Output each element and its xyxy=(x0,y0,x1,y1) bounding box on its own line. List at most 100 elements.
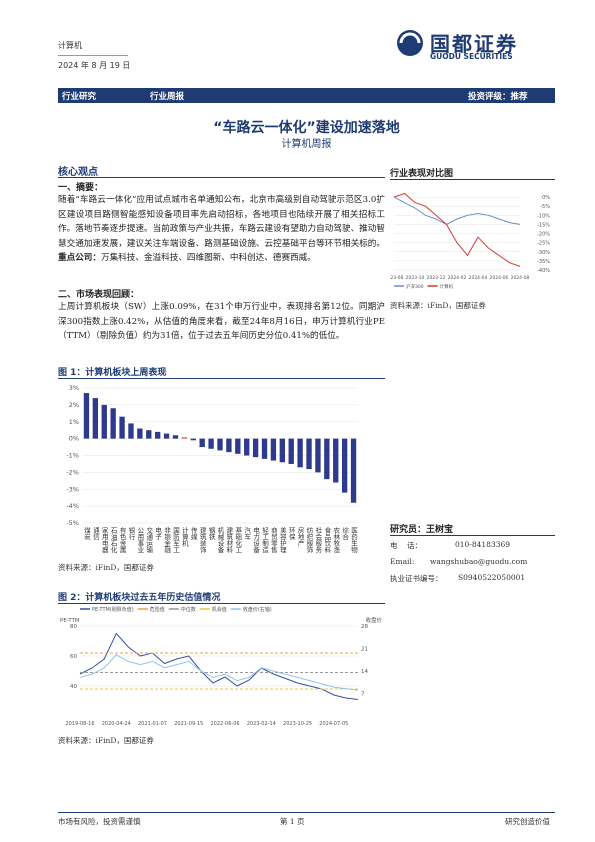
bar xyxy=(110,408,116,439)
legend-label: 沪深300 xyxy=(406,283,424,290)
x-tick-label: 银行 xyxy=(127,526,135,542)
y-tick-label: -40% xyxy=(537,268,550,274)
y-tick-label: -20% xyxy=(537,232,550,238)
legend-label: 危险值 xyxy=(150,606,165,613)
y-tick-label: -5% xyxy=(66,519,79,527)
legend-label: 中位数 xyxy=(181,606,196,613)
bar xyxy=(83,393,90,439)
y-tick-label: 40 xyxy=(70,684,77,690)
band-text: 行业周报 xyxy=(150,92,185,102)
bar xyxy=(199,438,205,448)
legend-label: 计算机 xyxy=(440,283,454,290)
x-tick-label: 美容护理 xyxy=(278,526,286,554)
bar xyxy=(324,438,330,480)
x-tick-label: 房地产 xyxy=(296,526,304,548)
x-tick-label: 2021-01-07 xyxy=(138,721,167,727)
label: 执业证书编号： xyxy=(390,574,443,583)
bar xyxy=(190,438,196,441)
legend-label: 机会值 xyxy=(212,606,227,613)
text: 随着“车路云一体化”应用试点城市名单通知公布，北京市高级别自动驾驶示范区3.0扩… xyxy=(58,195,385,249)
rule xyxy=(58,378,385,379)
value: 010-84183369 xyxy=(455,540,511,549)
analyst: 研究员：王树宝 xyxy=(390,525,454,535)
bar xyxy=(270,438,277,461)
y-tick-label: 80 xyxy=(70,624,77,630)
paragraph: 上周计算机板块（SW）上涨0.09%，在31个申万行业中，表现排名第12位。同期… xyxy=(58,302,385,342)
x-tick-label: 2023-10-25 xyxy=(283,721,312,727)
bar xyxy=(155,431,161,439)
x-tick-label: 2023-10 xyxy=(406,275,425,281)
section-title: 二、市场表现回顾： xyxy=(58,290,140,300)
x-tick-label: 社会服务 xyxy=(314,526,322,555)
band-text: 行业研究 xyxy=(62,92,97,102)
footer: 研究创造价值 xyxy=(505,817,550,826)
section-title: 一、摘要： xyxy=(58,183,104,193)
rule xyxy=(58,55,128,56)
rule xyxy=(390,179,555,180)
rule xyxy=(58,812,555,813)
y2-tick-label: 28 xyxy=(361,624,368,630)
x-tick-label: 机械设备 xyxy=(216,526,224,555)
y-tick-label: 2% xyxy=(69,401,79,409)
band-text: 投资评级：推荐 xyxy=(468,92,528,102)
bar xyxy=(146,430,152,439)
x-tick-label: 2024-07-05 xyxy=(319,721,348,727)
text: 重点公司： xyxy=(58,253,101,264)
label: Email: xyxy=(390,557,415,566)
paragraph: 随着“车路云一体化”应用试点城市名单通知公布，北京市高级别自动驾驶示范区3.0扩… xyxy=(58,193,385,266)
logo-icon xyxy=(397,30,423,56)
y-tick-label: -10% xyxy=(537,213,550,219)
bar xyxy=(333,438,339,483)
x-tick-label: 2024-06 xyxy=(490,275,509,281)
bar xyxy=(101,404,107,439)
x-tick-label: 传媒 xyxy=(189,526,197,542)
x-tick-label: 公用事业 xyxy=(136,527,144,553)
axis-label: PE-TTM xyxy=(60,618,80,624)
x-tick-label: 2023-02-14 xyxy=(247,721,276,727)
rule xyxy=(390,535,555,536)
bar xyxy=(350,438,357,503)
x-tick-label: 计算机 xyxy=(180,526,188,548)
x-tick-label: 电力设备 xyxy=(252,526,260,555)
x-tick-label: 建筑装饰 xyxy=(198,526,206,555)
source: 资料来源：iFinD，国都证券 xyxy=(390,301,486,310)
text: 万集科技、金溢科技、四维图新、中科创达、德赛西威。 xyxy=(100,253,316,264)
x-tick-label: 食品饮料 xyxy=(323,526,331,555)
logo-en: GUODU SECURITIES xyxy=(430,52,513,61)
source: 资料来源：iFinD，国都证券 xyxy=(58,736,154,745)
bar xyxy=(288,438,294,464)
y-tick-label: -4% xyxy=(66,502,79,510)
x-tick-label: 2024-04 xyxy=(469,275,488,281)
bar xyxy=(226,438,232,453)
x-tick-label: 家用电器 xyxy=(100,526,108,555)
x-tick-label: 2023-08 xyxy=(390,275,404,281)
x-tick-label: 纺织服饰 xyxy=(305,526,313,555)
x-tick-label: 2024-08 xyxy=(511,275,530,281)
value: wangshubao@guodu.com xyxy=(430,557,528,566)
rule xyxy=(58,177,385,178)
bar xyxy=(128,423,134,439)
bar xyxy=(279,438,285,463)
x-tick-label: 2021-09-15 xyxy=(174,721,203,727)
x-tick-label: 石油石化 xyxy=(109,527,117,555)
y2-tick-label: 7 xyxy=(361,692,365,698)
bar xyxy=(315,438,321,473)
source: 资料来源：iFinD，国都证券 xyxy=(58,563,154,572)
bar xyxy=(341,438,348,493)
y-tick-label: 0% xyxy=(542,195,550,201)
bar xyxy=(261,438,268,459)
y-tick-label: -15% xyxy=(537,222,550,228)
y-tick-label: -5% xyxy=(540,204,550,210)
x-tick-label: 国防军工 xyxy=(171,527,179,554)
chart: 0% -5% -10% -15% -20% -25% -30% -35% -40% 2023-08… xyxy=(390,192,550,290)
footer: 第 1 页 xyxy=(280,817,305,826)
y-tick-label: -30% xyxy=(537,250,550,256)
chart: 3% 2% 1% 0% -1% -2% -3% -4% -5%煤炭 通信 家用电器 石油石化 有色金属银… xyxy=(66,384,358,555)
x-tick-label: 2023-12 xyxy=(427,275,446,281)
bar xyxy=(217,438,223,451)
x-tick-label: 2024-02 xyxy=(448,275,467,281)
logo: 国都证券 xyxy=(430,32,518,56)
rule xyxy=(58,603,385,604)
x-tick-label: 轻工制造 xyxy=(261,526,269,555)
y2-tick-label: 14 xyxy=(361,669,368,675)
